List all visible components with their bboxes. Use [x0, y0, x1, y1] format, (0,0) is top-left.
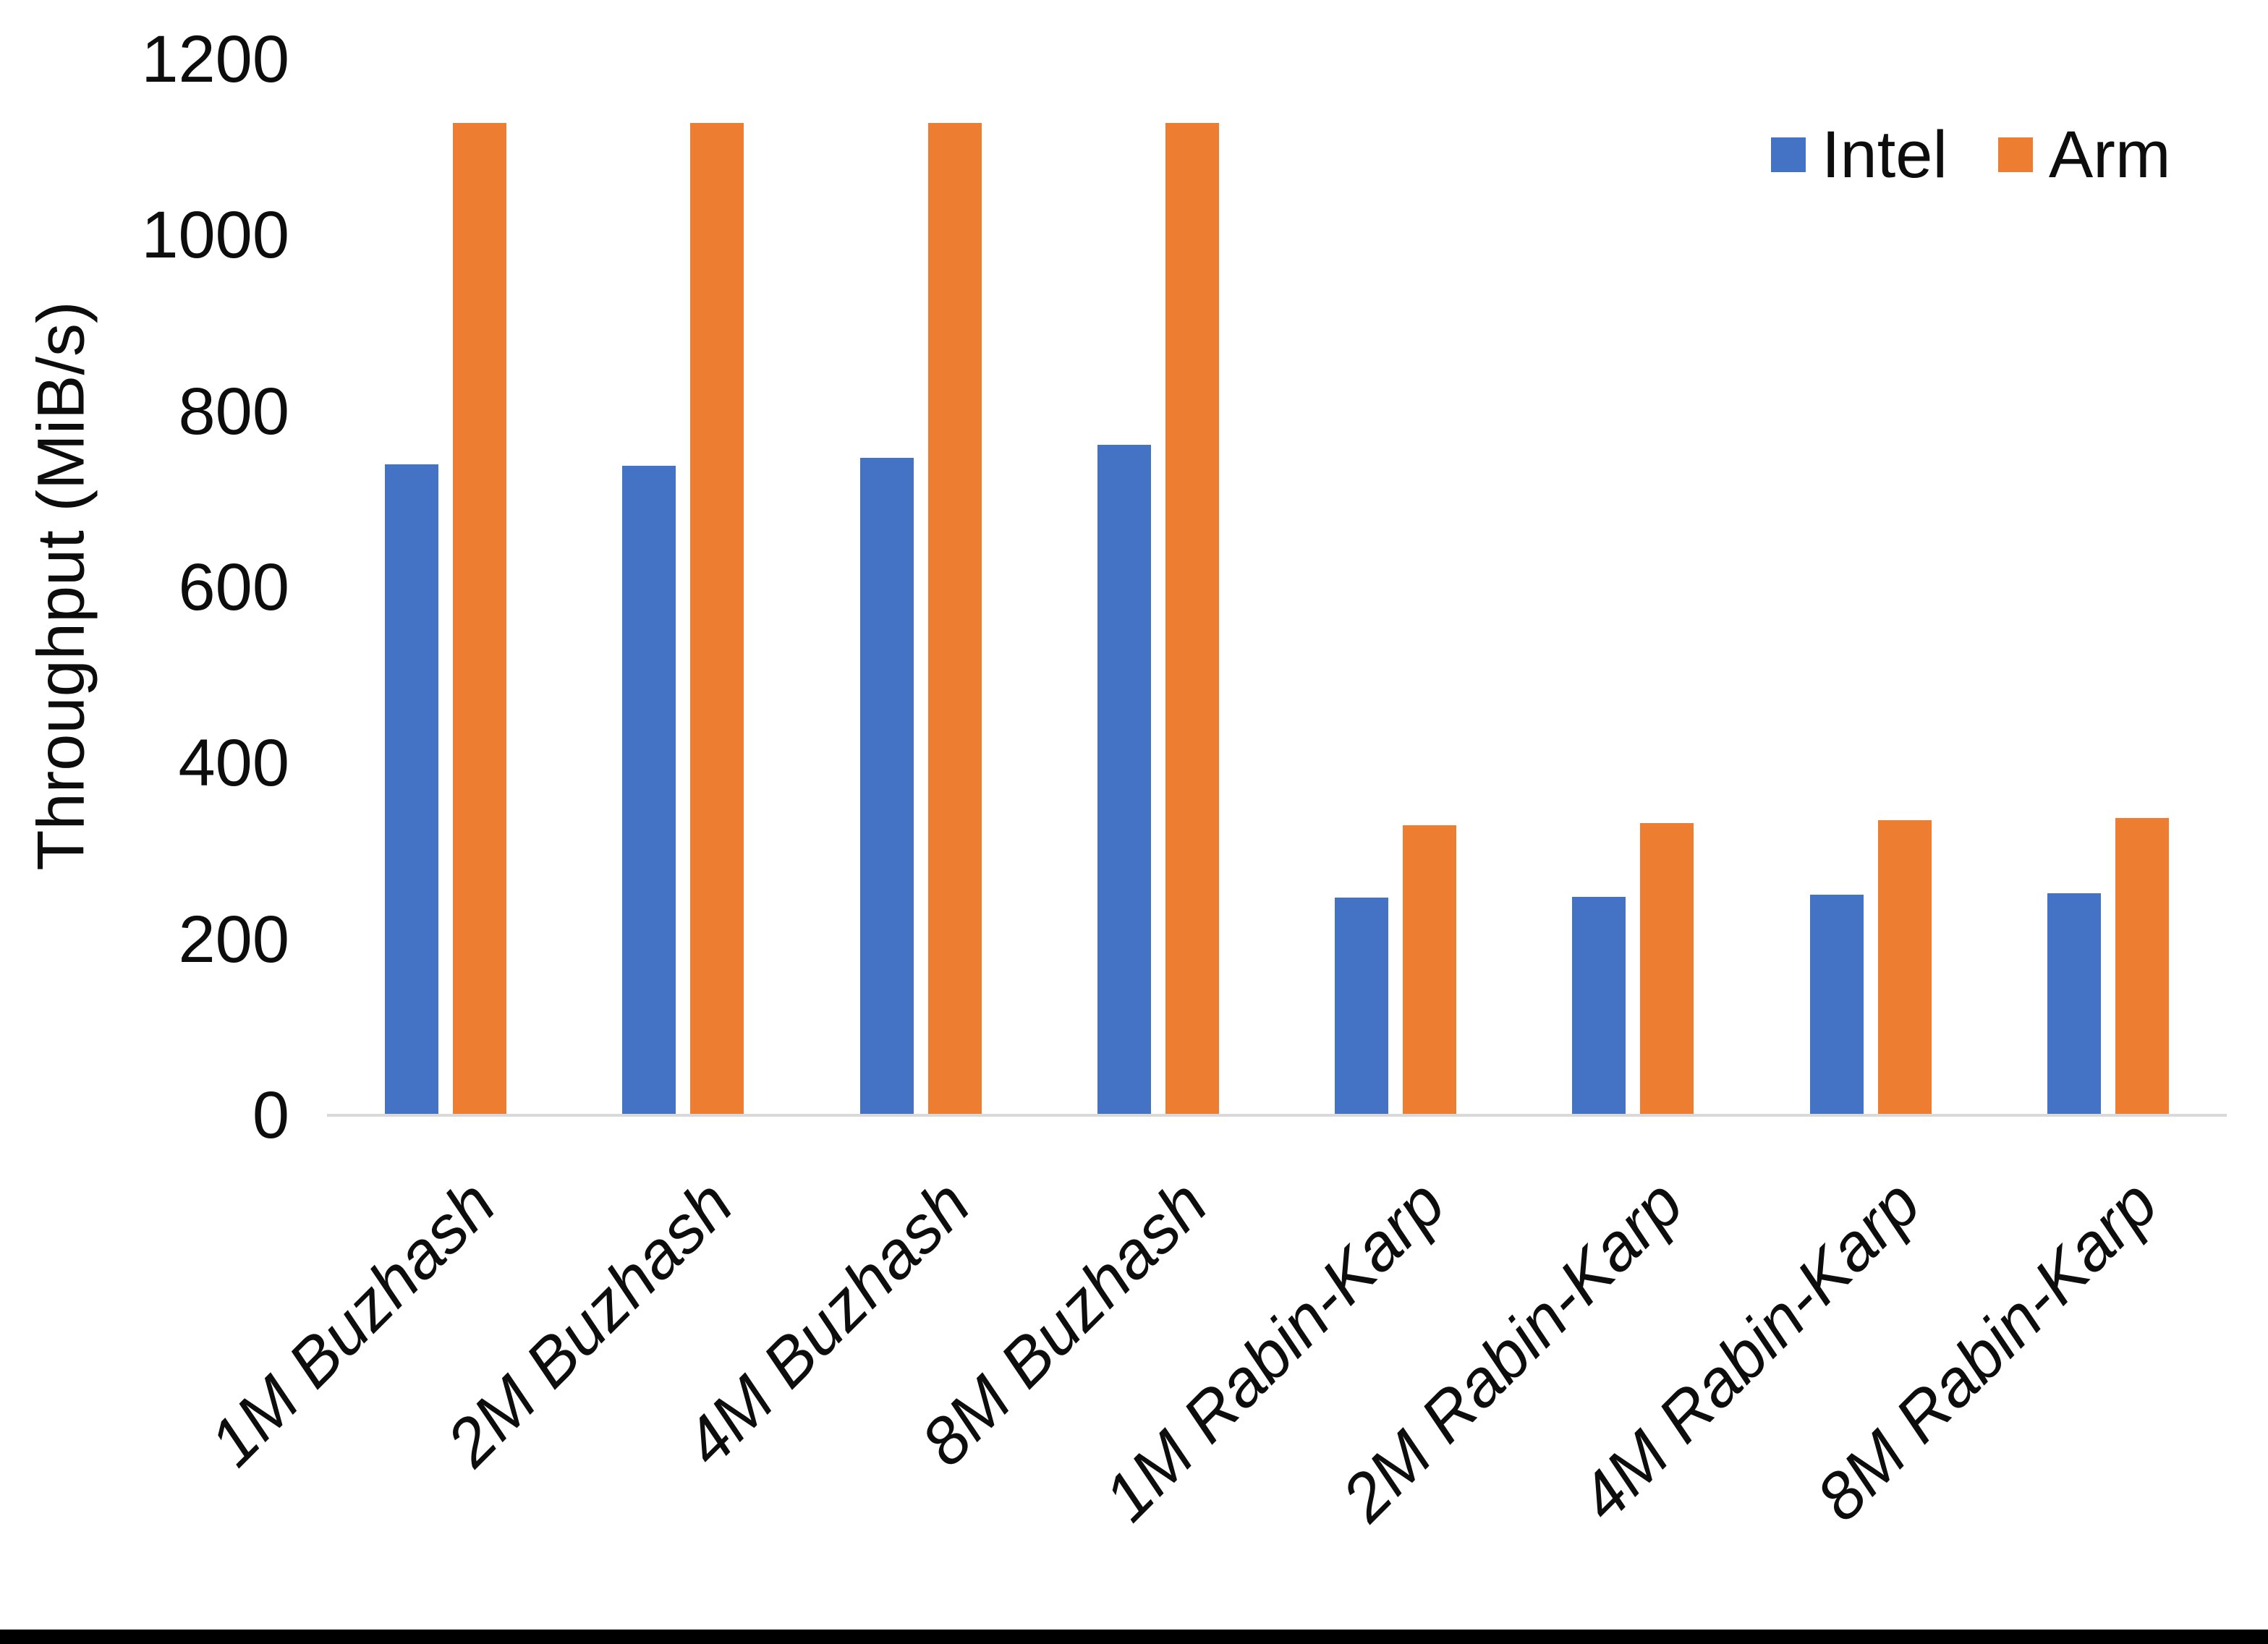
legend-label-arm: Arm — [2048, 118, 2171, 192]
y-tick-label-400: 400 — [178, 726, 290, 801]
bar-arm-2 — [690, 122, 744, 1115]
bar-arm-1 — [453, 122, 507, 1115]
bar-arm-8 — [2115, 817, 2169, 1115]
bar-intel-5 — [1335, 898, 1389, 1115]
bar-intel-8 — [2047, 893, 2101, 1115]
bar-intel-2 — [622, 466, 676, 1115]
bar-arm-3 — [927, 122, 982, 1115]
bar-intel-7 — [1809, 894, 1864, 1115]
legend-item-arm: Arm — [1997, 118, 2171, 192]
bar-arm-6 — [1640, 823, 1694, 1115]
bar-arm-7 — [1877, 820, 1932, 1115]
bar-arm-5 — [1403, 825, 1457, 1115]
y-tick-label-800: 800 — [178, 374, 290, 448]
legend: Intel Arm — [1771, 122, 2171, 188]
y-tick-label-200: 200 — [178, 902, 290, 976]
bottom-border-line — [0, 1630, 2268, 1644]
legend-swatch-arm — [1997, 137, 2033, 172]
legend-item-intel: Intel — [1771, 122, 1948, 188]
bar-intel-3 — [859, 458, 914, 1115]
y-tick-label-600: 600 — [178, 550, 290, 624]
bar-arm-4 — [1165, 122, 1219, 1115]
bar-intel-4 — [1097, 444, 1151, 1115]
legend-label-intel: Intel — [1822, 118, 1948, 192]
y-tick-label-1000: 1000 — [141, 198, 289, 273]
y-tick-label-1200: 1200 — [141, 22, 289, 96]
y-tick-label-0: 0 — [252, 1078, 289, 1152]
bar-intel-1 — [385, 464, 439, 1115]
legend-swatch-intel — [1771, 137, 1806, 172]
bar-intel-6 — [1572, 897, 1626, 1115]
x-axis-line — [327, 1114, 2227, 1117]
